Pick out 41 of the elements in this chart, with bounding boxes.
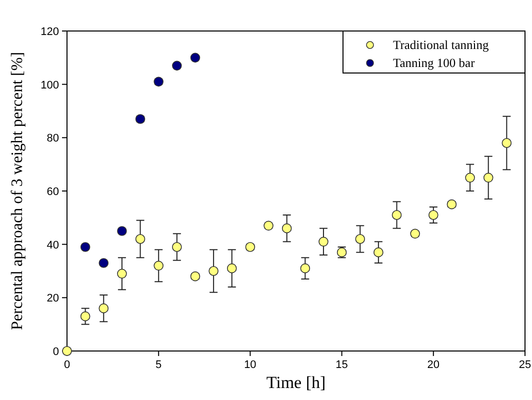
y-axis-title: Percental approach of 3 weight percent [%]: [9, 52, 26, 330]
point: [154, 260, 164, 271]
y-tick-label: 20: [46, 292, 59, 305]
point: [318, 236, 328, 247]
y-tick-label: 0: [52, 346, 59, 358]
point: [117, 268, 127, 279]
point: [264, 220, 274, 231]
point: [98, 258, 109, 268]
y-tick-label: 80: [46, 132, 59, 145]
point: [80, 311, 90, 322]
y-tick-label: 120: [40, 26, 59, 38]
point: [226, 263, 237, 274]
y-tick-label: 60: [46, 186, 59, 198]
point: [80, 242, 90, 252]
x-tick-label: 25: [518, 359, 532, 371]
point: [190, 52, 200, 63]
point: [135, 234, 146, 244]
point: [300, 263, 310, 274]
point: [483, 172, 494, 183]
point: [172, 242, 182, 252]
y-tick-label: 100: [40, 79, 59, 92]
x-axis-title: Time [h]: [266, 373, 326, 392]
point: [282, 223, 292, 234]
point: [208, 266, 218, 276]
point: [355, 234, 366, 244]
x-tick-label: 15: [336, 359, 348, 371]
y-tick-label: 40: [46, 239, 59, 252]
point: [502, 138, 512, 148]
point: [465, 172, 475, 183]
legend-label: Traditional tanning: [393, 38, 490, 52]
legend-label: Tanning 100 bar: [393, 56, 476, 70]
x-tick-label: 0: [64, 359, 70, 371]
point: [172, 60, 182, 71]
x-tick-label: 10: [244, 359, 256, 371]
point: [374, 247, 384, 258]
point: [117, 226, 127, 236]
x-tick-label: 5: [156, 359, 162, 371]
point: [392, 210, 402, 220]
x-tick-label: 20: [427, 359, 440, 371]
point: [98, 303, 109, 314]
point: [428, 210, 438, 220]
